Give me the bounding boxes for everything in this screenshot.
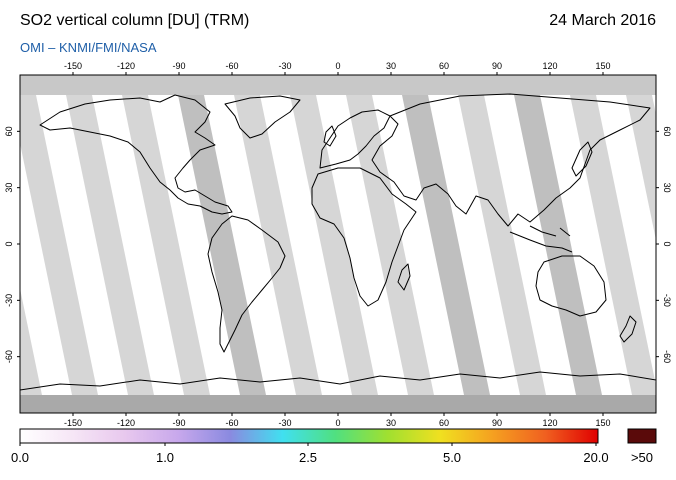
north-polar-nodata [20,75,656,95]
lat-tick-label-left: -30 [4,294,14,307]
map-title: SO2 vertical column [DU] (TRM) [20,12,250,29]
coast-south-america [207,215,286,353]
south-polar-nodata [20,395,656,413]
lat-tick-label-left: 30 [4,183,14,193]
lat-tick-label-left: -60 [4,350,14,363]
orbit-band [122,95,210,395]
orbit-band [20,288,42,395]
lon-tick-label-top: -60 [225,61,238,71]
lon-tick-label-top: -30 [278,61,291,71]
coast-australia [535,255,607,317]
lon-axis-top: -150 -120 -90 -60 -30 0 30 60 90 120 150 [64,61,611,75]
colorbar-overflow-swatch [627,428,657,444]
colorbar-label-4: 20.0 [583,450,609,465]
lon-tick-label-bottom: 60 [439,418,449,428]
lon-tick-label-bottom: -120 [117,418,135,428]
lat-tick-label-left: 60 [4,126,14,136]
lon-tick-label-top: -150 [64,61,82,71]
colorbar-label-1: 1.0 [155,450,175,465]
coast-north-america [39,94,233,215]
coast-greenland [224,95,301,139]
colorbar-ticks [19,443,597,446]
lon-tick-label-top: 60 [439,61,449,71]
lon-tick-label-top: 120 [542,61,557,71]
orbit-band [458,95,546,395]
lat-tick-label-right: 60 [662,126,672,136]
orbit-band [402,95,490,395]
lat-tick-label-right: 0 [662,241,672,246]
coast-new-zealand [619,315,637,343]
lat-tick-label-right: 30 [662,183,672,193]
coast-uk [323,125,337,147]
orbit-band [290,95,378,395]
lat-tick-label-right: -60 [662,350,672,363]
coastlines [20,93,656,391]
orbit-band [514,95,602,395]
lon-tick-label-bottom: 120 [542,418,557,428]
lon-tick-label-bottom: 0 [335,418,340,428]
map-date: 24 March 2016 [549,12,656,29]
lon-tick-label-top: 150 [595,61,610,71]
orbit-band [346,95,434,395]
lat-axis-right: 60 30 0 -30 -60 [656,126,672,363]
orbit-band [178,95,266,395]
coast-antarctica [20,371,656,391]
colorbar-label-0: 0.0 [10,450,30,465]
lon-tick-label-top: 30 [386,61,396,71]
lon-tick-label-top: 90 [492,61,502,71]
lat-tick-label-right: -30 [662,294,672,307]
lon-tick-label-bottom: 30 [386,418,396,428]
coast-indonesia [509,225,573,253]
coast-madagascar [397,263,411,291]
lat-tick-label-left: 0 [4,241,14,246]
orbit-band [66,95,154,395]
lon-tick-label-bottom: 90 [492,418,502,428]
lat-axis-left: 60 30 0 -30 -60 [4,126,20,363]
lon-tick-label-bottom: 150 [595,418,610,428]
coast-asia [371,93,651,227]
colorbar-label-3: 5.0 [442,450,462,465]
lon-tick-label-bottom: -60 [225,418,238,428]
lon-tick-label-bottom: -30 [278,418,291,428]
colorbar-label-2: 2.5 [298,450,318,465]
coast-japan [571,141,593,177]
orbit-band [20,95,98,395]
lon-tick-label-top: -120 [117,61,135,71]
lon-tick-label-top: 0 [335,61,340,71]
orbit-bands [20,95,656,395]
coast-africa [311,167,417,307]
lon-tick-label-bottom: -150 [64,418,82,428]
lon-tick-label-bottom: -90 [172,418,185,428]
orbit-band [626,95,656,241]
lon-axis-bottom: -150 -120 -90 -60 -30 0 30 60 90 120 150 [64,413,611,428]
colorbar [19,428,599,444]
map-subtitle: OMI – KNMI/FMI/NASA [20,40,157,55]
colorbar-overflow-label: >50 [630,450,654,465]
lon-tick-label-top: -90 [172,61,185,71]
orbit-band [234,95,322,395]
